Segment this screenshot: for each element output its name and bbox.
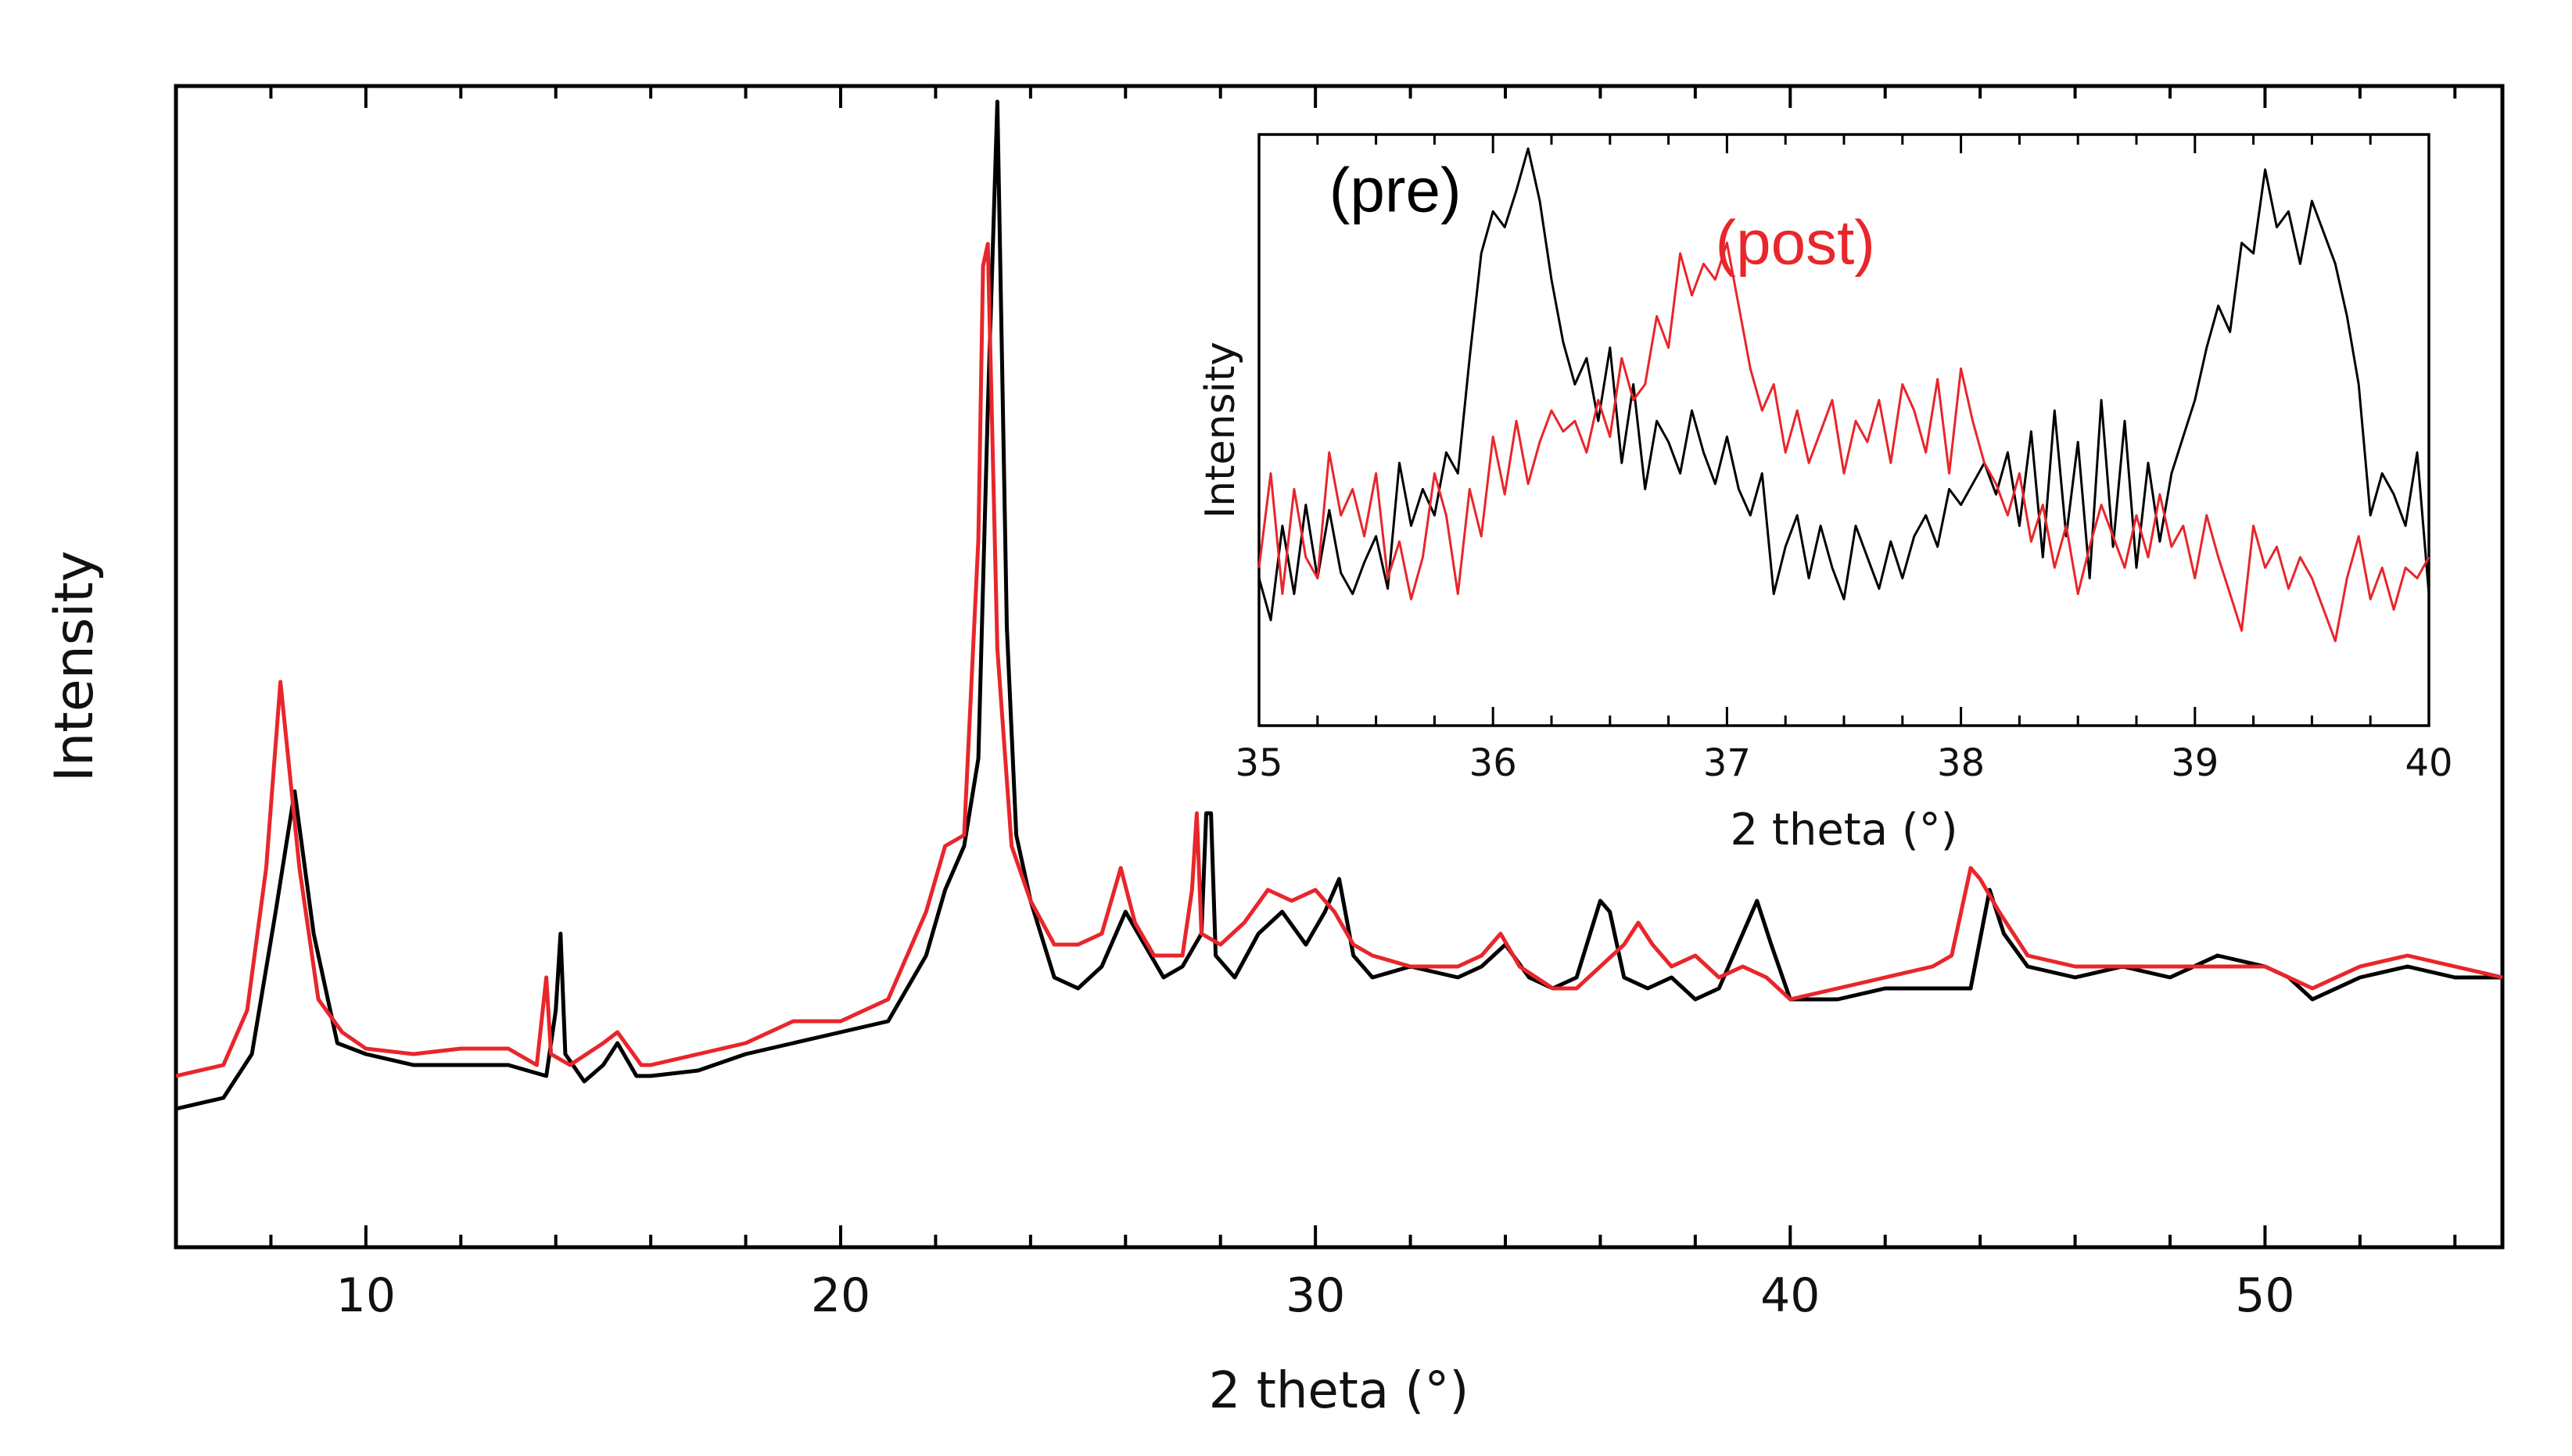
inset-x-ticks	[1257, 134, 2430, 726]
main-plot: 10 20 30 40 50 2 theta (°) Intensity	[44, 84, 2505, 1420]
main-x-tick-label: 20	[811, 1268, 870, 1323]
inset-series-pre-line	[1257, 147, 2430, 622]
inset-series-post-line	[1257, 242, 2430, 643]
main-x-tick-labels: 10 20 30 40 50	[336, 1268, 2295, 1323]
main-series-pre-line	[175, 99, 2502, 1111]
main-series-post-line	[175, 242, 2503, 1078]
main-series-group	[175, 99, 2503, 1111]
inset-annotation-post: (post)	[1715, 207, 1875, 277]
main-y-axis-label: Intensity	[44, 550, 106, 782]
inset-x-tick-label: 36	[1469, 741, 1517, 785]
inset-x-tick-label: 39	[2171, 741, 2219, 785]
inset-plot-background	[1259, 134, 2429, 726]
inset-plot: 35 36 37 38 39 40 (pre) (post) 2 theta (…	[1197, 133, 2453, 855]
inset-x-tick-label: 38	[1937, 741, 1985, 785]
main-x-tick-label: 50	[2235, 1268, 2294, 1323]
main-x-tick-label: 40	[1760, 1268, 1820, 1323]
main-x-ticks	[174, 86, 2457, 1247]
main-x-tick-label: 10	[336, 1268, 396, 1323]
main-plot-frame	[174, 84, 2505, 1250]
inset-x-tick-label: 37	[1703, 741, 1751, 785]
inset-series-group	[1257, 147, 2430, 643]
inset-x-tick-label: 40	[2405, 741, 2452, 785]
inset-x-tick-labels: 35 36 37 38 39 40	[1235, 741, 2452, 785]
inset-x-axis-label: 2 theta (°)	[1730, 805, 1957, 855]
main-x-tick-label: 30	[1286, 1268, 1345, 1323]
inset-y-axis-label: Intensity	[1197, 342, 1244, 518]
inset-annotation-pre: (pre)	[1329, 155, 1462, 224]
inset-x-tick-label: 35	[1235, 741, 1282, 785]
main-x-axis-label: 2 theta (°)	[1209, 1362, 1469, 1420]
